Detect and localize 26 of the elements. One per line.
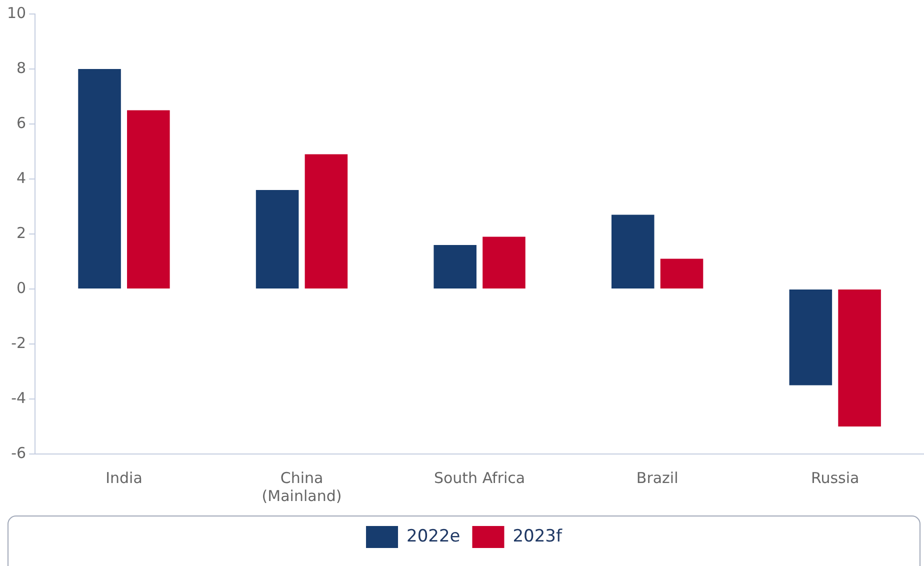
y-tick-label: 4 <box>16 168 26 187</box>
y-tick-label: -4 <box>11 388 26 407</box>
bar <box>127 110 170 288</box>
y-tick-label: -2 <box>11 334 26 352</box>
x-tick-label: China (Mainland) <box>262 468 342 505</box>
legend-label: 2023f <box>512 526 563 546</box>
bar <box>256 190 299 288</box>
bar <box>611 214 654 288</box>
x-tick-label: India <box>106 468 142 487</box>
bar <box>304 154 348 288</box>
y-tick-label: -6 <box>11 444 26 462</box>
y-tick-label: 10 <box>6 4 26 22</box>
bar <box>789 290 832 386</box>
x-tick-label: Russia <box>810 468 860 487</box>
bar <box>434 245 476 288</box>
y-tick-label: 2 <box>16 224 26 242</box>
bar <box>660 258 704 288</box>
bar <box>78 69 121 288</box>
x-tick-label: South Africa <box>434 468 526 487</box>
x-tick-label: Brazil <box>636 468 678 487</box>
legend-label: 2022e <box>406 526 460 546</box>
y-tick-label: 6 <box>16 114 26 132</box>
y-tick-label: 8 <box>16 58 26 77</box>
y-tick-label: 0 <box>16 278 26 297</box>
bar <box>838 290 881 426</box>
bar <box>482 236 526 288</box>
